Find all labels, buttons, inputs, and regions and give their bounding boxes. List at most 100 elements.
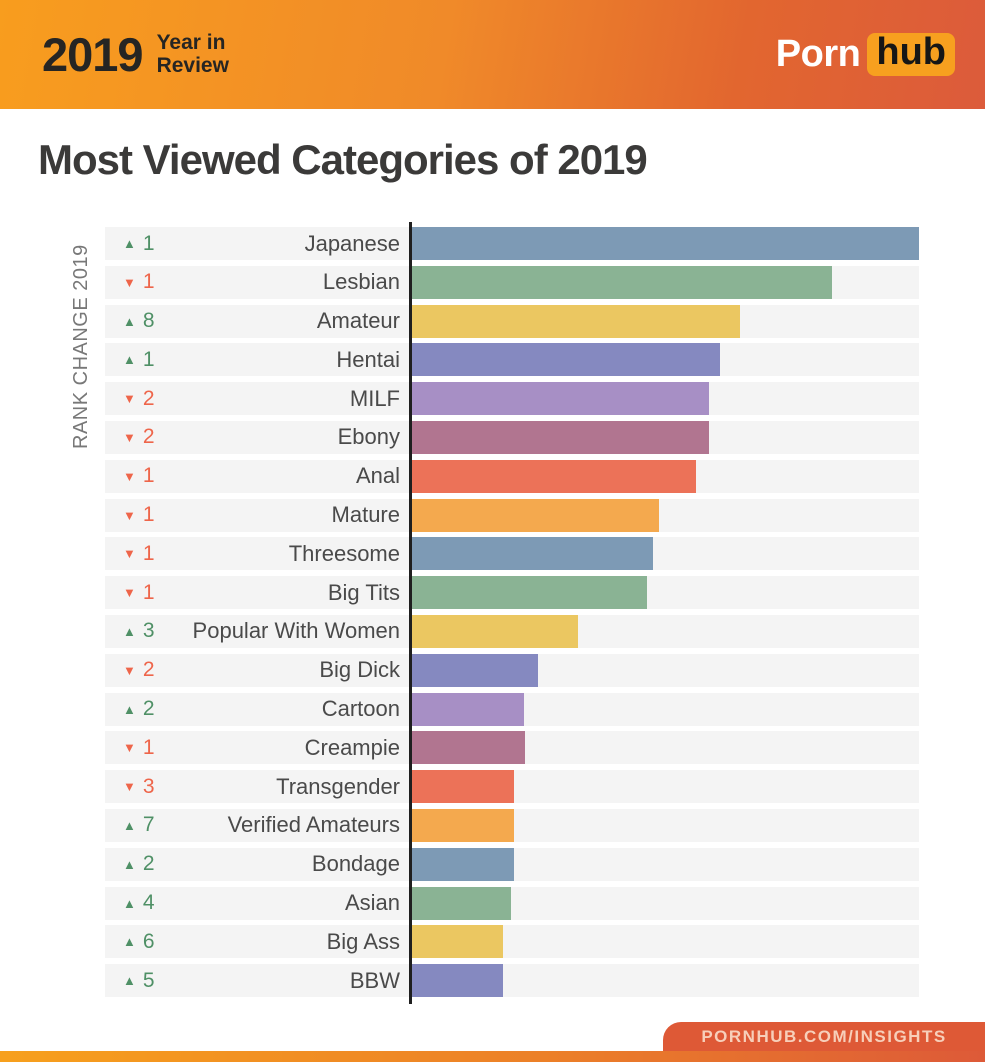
category-bar xyxy=(412,614,578,648)
category-bar xyxy=(412,964,503,998)
category-label: Ebony xyxy=(337,424,400,450)
category-label: Bondage xyxy=(311,851,400,877)
year-subtitle-line2: Review xyxy=(156,53,229,77)
category-row: ▼ 1 Anal xyxy=(105,459,919,493)
bar-track xyxy=(412,886,919,920)
rank-up-icon: ▲ xyxy=(123,856,136,872)
category-label: Cartoon xyxy=(321,696,400,722)
rank-up-icon: ▲ xyxy=(123,313,136,329)
bar-track xyxy=(412,847,919,881)
category-bar xyxy=(412,770,514,804)
year-in-review-block: 2019 Year in Review xyxy=(42,27,229,82)
category-row: ▲ 6 Big Ass xyxy=(105,925,919,959)
rank-up-icon: ▲ xyxy=(123,623,136,639)
rank-change-indicator: ▲ 3 xyxy=(123,619,175,643)
category-label: Popular With Women xyxy=(192,618,400,644)
rank-change-amount: 3 xyxy=(142,774,155,798)
rank-change-indicator: ▼ 1 xyxy=(123,464,175,488)
rank-up-icon: ▲ xyxy=(123,352,136,368)
rank-change-amount: 1 xyxy=(142,464,155,488)
category-row: ▲ 4 Asian xyxy=(105,886,919,920)
rank-down-icon: ▼ xyxy=(123,585,136,601)
year-text: 2019 xyxy=(42,28,144,81)
rank-down-icon: ▼ xyxy=(123,662,136,678)
rank-down-icon: ▼ xyxy=(123,274,136,290)
category-bar xyxy=(412,304,741,338)
rank-down-icon: ▼ xyxy=(123,507,136,523)
category-label: BBW xyxy=(349,967,400,993)
bar-track xyxy=(412,576,919,610)
rank-down-icon: ▼ xyxy=(123,779,136,795)
rank-up-icon: ▲ xyxy=(123,934,136,950)
rank-down-icon: ▼ xyxy=(123,391,136,407)
rank-change-amount: 2 xyxy=(142,852,155,876)
rank-change-amount: 5 xyxy=(142,968,155,992)
category-label: Hentai xyxy=(336,346,400,372)
rank-change-indicator: ▼ 2 xyxy=(123,658,175,682)
rank-change-indicator: ▲ 1 xyxy=(123,348,175,372)
rank-change-amount: 3 xyxy=(142,619,155,643)
rank-change-amount: 1 xyxy=(142,541,155,565)
category-bar xyxy=(412,537,653,571)
category-bar xyxy=(412,420,710,454)
category-label: Threesome xyxy=(288,540,400,566)
category-row: ▲ 1 Hentai xyxy=(105,343,919,377)
rank-change-amount: 2 xyxy=(142,697,155,721)
category-label: Big Dick xyxy=(319,657,400,683)
footer-gradient-strip xyxy=(0,1051,985,1062)
category-bar xyxy=(412,925,503,959)
rank-change-indicator: ▲ 2 xyxy=(123,852,175,876)
bar-track xyxy=(412,420,919,454)
year-subtitle-line1: Year in xyxy=(156,30,226,54)
rank-change-amount: 4 xyxy=(142,891,155,915)
rank-change-indicator: ▼ 1 xyxy=(123,736,175,760)
rank-change-indicator: ▼ 1 xyxy=(123,270,175,294)
category-row: ▼ 1 Big Tits xyxy=(105,576,919,610)
category-bar xyxy=(412,459,696,493)
bar-track xyxy=(412,537,919,571)
category-bar xyxy=(412,692,525,726)
rank-change-indicator: ▲ 4 xyxy=(123,891,175,915)
category-bar xyxy=(412,498,659,532)
bar-track xyxy=(412,614,919,648)
rank-change-axis-label: RANK CHANGE 2019 xyxy=(70,244,92,449)
pornhub-logo: Porn hub xyxy=(776,32,955,76)
rank-down-icon: ▼ xyxy=(123,429,136,445)
insights-url-badge: PORNHUB.COM/INSIGHTS xyxy=(663,1022,985,1051)
category-label: Big Ass xyxy=(326,928,400,954)
category-row: ▲ 3 Popular With Women xyxy=(105,614,919,648)
rank-change-amount: 1 xyxy=(142,270,155,294)
category-label: MILF xyxy=(349,385,400,411)
rank-change-amount: 2 xyxy=(142,658,155,682)
page-title: Most Viewed Categories of 2019 xyxy=(38,136,648,183)
header-banner: 2019 Year in Review Porn hub xyxy=(0,0,985,109)
rank-change-indicator: ▼ 1 xyxy=(123,542,175,566)
category-row: ▲ 2 Cartoon xyxy=(105,692,919,726)
rank-change-indicator: ▼ 1 xyxy=(123,581,175,605)
bar-track xyxy=(412,498,919,532)
rank-down-icon: ▼ xyxy=(123,546,136,562)
bar-track xyxy=(412,731,919,765)
category-row: ▲ 2 Bondage xyxy=(105,847,919,881)
category-label: Verified Amateurs xyxy=(227,812,400,838)
category-bar xyxy=(412,886,511,920)
category-row: ▼ 2 Ebony xyxy=(105,420,919,454)
rank-up-icon: ▲ xyxy=(123,817,136,833)
category-label: Big Tits xyxy=(327,579,400,605)
category-label: Mature xyxy=(331,502,400,528)
rank-down-icon: ▼ xyxy=(123,740,136,756)
bar-track xyxy=(412,770,919,804)
rank-change-indicator: ▲ 5 xyxy=(123,969,175,993)
rank-change-amount: 6 xyxy=(142,929,155,953)
bar-track xyxy=(412,925,919,959)
rank-up-icon: ▲ xyxy=(123,895,136,911)
category-label: Asian xyxy=(344,890,400,916)
year-subtitle: Year in Review xyxy=(156,30,229,77)
rank-change-amount: 2 xyxy=(142,386,155,410)
rank-change-indicator: ▲ 6 xyxy=(123,930,175,954)
rank-change-indicator: ▲ 2 xyxy=(123,697,175,721)
rank-change-amount: 1 xyxy=(142,503,155,527)
bar-track xyxy=(412,808,919,842)
bar-track xyxy=(412,653,919,687)
